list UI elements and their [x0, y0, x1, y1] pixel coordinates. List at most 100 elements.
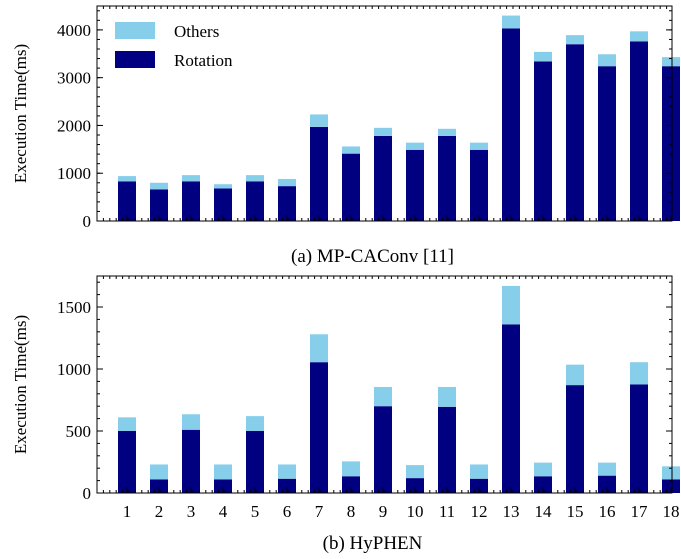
y-tick-label: 1500 [57, 298, 91, 317]
bars [118, 285, 680, 493]
bar-rotation-8 [342, 153, 360, 221]
bar-others-7 [310, 334, 328, 363]
bar-rotation-9 [374, 135, 392, 221]
bar-others-13 [502, 15, 520, 29]
x-tick-label: 11 [439, 502, 455, 521]
bar-rotation-2 [150, 479, 168, 493]
bar-rotation-18 [662, 66, 680, 221]
bar-rotation-11 [438, 135, 456, 221]
legend-swatch-rotation [115, 51, 155, 68]
chart-mp-caconv: 0 1000 2000 3000 4000 Execution Time(ms) (a) M… [11, 5, 680, 267]
bar-others-3 [182, 175, 200, 182]
bar-others-14 [534, 462, 552, 477]
y-tick-label: 4000 [57, 21, 91, 40]
bar-others-1 [118, 176, 136, 182]
bar-rotation-6 [278, 478, 296, 493]
bar-others-11 [438, 128, 456, 136]
bar-others-13 [502, 285, 520, 325]
x-tick-label: 2 [155, 502, 164, 521]
bar-others-9 [374, 127, 392, 136]
x-tick-label: 16 [599, 502, 616, 521]
bar-rotation-2 [150, 189, 168, 221]
x-tick-label: 8 [347, 502, 356, 521]
bar-others-4 [214, 464, 232, 480]
bar-rotation-4 [214, 479, 232, 493]
bar-rotation-4 [214, 188, 232, 221]
y-tick-label: 3000 [57, 69, 91, 88]
bar-rotation-3 [182, 429, 200, 493]
bar-others-7 [310, 114, 328, 127]
x-tick-label: 13 [503, 502, 520, 521]
bar-rotation-16 [598, 66, 616, 221]
bars [118, 15, 680, 222]
x-axis: 1 2 3 4 5 6 7 8 9 10 11 12 13 14 15 16 17 18 [96, 276, 680, 521]
x-tick-label: 12 [471, 502, 488, 521]
y-tick-label: 1000 [57, 164, 91, 183]
bar-rotation-14 [534, 476, 552, 493]
bar-others-11 [438, 386, 456, 407]
legend-swatch-others [115, 22, 155, 39]
bar-others-1 [118, 417, 136, 431]
bar-others-8 [342, 461, 360, 477]
bar-rotation-7 [310, 362, 328, 493]
bar-others-18 [662, 57, 680, 67]
bar-rotation-9 [374, 406, 392, 493]
bar-others-3 [182, 414, 200, 430]
bar-others-16 [598, 462, 616, 476]
y-tick-label: 0 [83, 484, 92, 503]
bar-others-5 [246, 175, 264, 182]
bar-rotation-1 [118, 181, 136, 221]
bar-rotation-12 [470, 478, 488, 493]
y-tick-label: 500 [66, 422, 92, 441]
legend: Others Rotation [115, 22, 233, 70]
y-axis: 0 500 1000 1500 [57, 281, 672, 503]
bar-others-17 [630, 31, 648, 42]
bar-others-2 [150, 182, 168, 190]
bar-others-12 [470, 142, 488, 150]
bar-others-18 [662, 466, 680, 480]
chart-caption: (b) HyPHEN [323, 533, 423, 554]
bar-others-6 [278, 178, 296, 187]
bar-others-17 [630, 362, 648, 385]
x-tick-label: 15 [567, 502, 584, 521]
x-tick-label: 3 [187, 502, 196, 521]
x-tick-label: 10 [407, 502, 424, 521]
bar-rotation-17 [630, 384, 648, 493]
bar-rotation-14 [534, 61, 552, 221]
legend-label-others: Others [174, 22, 219, 41]
chart-caption: (a) MP-CAConv [11] [291, 246, 454, 267]
bar-rotation-13 [502, 28, 520, 222]
x-tick-label: 6 [283, 502, 292, 521]
x-tick-label: 7 [315, 502, 324, 521]
bar-rotation-10 [406, 149, 424, 221]
bar-rotation-1 [118, 431, 136, 493]
bar-rotation-17 [630, 41, 648, 221]
bar-rotation-11 [438, 406, 456, 493]
bar-rotation-3 [182, 181, 200, 221]
bar-rotation-13 [502, 324, 520, 493]
bar-rotation-10 [406, 478, 424, 493]
x-tick-label: 17 [631, 502, 649, 521]
legend-label-rotation: Rotation [174, 51, 233, 70]
y-axis-title: Execution Time(ms) [11, 44, 30, 183]
x-tick-label: 5 [251, 502, 260, 521]
bar-others-14 [534, 51, 552, 62]
y-tick-label: 1000 [57, 360, 91, 379]
bar-others-6 [278, 464, 296, 479]
y-axis-title: Execution Time(ms) [11, 315, 30, 454]
bar-rotation-6 [278, 186, 296, 221]
bar-rotation-5 [246, 431, 264, 493]
x-axis [96, 6, 672, 221]
bar-others-10 [406, 142, 424, 150]
bar-rotation-5 [246, 181, 264, 221]
bar-others-10 [406, 465, 424, 479]
bar-rotation-12 [470, 149, 488, 221]
x-tick-label: 18 [663, 502, 680, 521]
bar-others-4 [214, 184, 232, 189]
bar-rotation-18 [662, 479, 680, 493]
bar-others-15 [566, 364, 584, 386]
bar-rotation-8 [342, 476, 360, 493]
bar-rotation-15 [566, 44, 584, 221]
